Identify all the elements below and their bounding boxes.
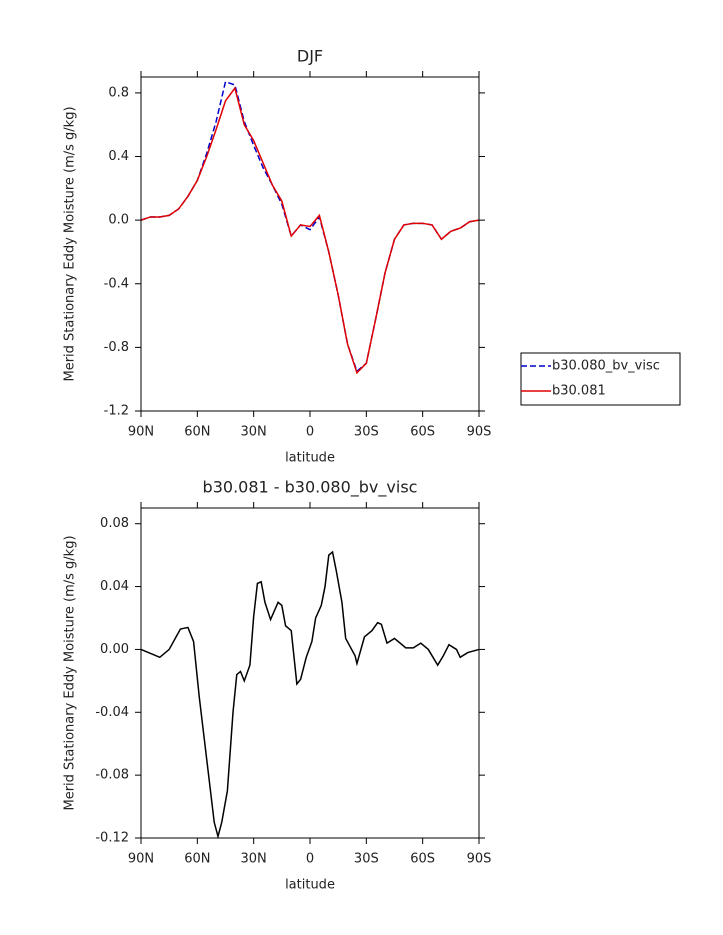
data-line	[140, 86, 480, 375]
plot-frame	[140, 76, 480, 412]
legend-label: b30.080_bv_visc	[552, 359, 660, 374]
x-tick-label: 30N	[241, 425, 267, 440]
y-tick-label: 0.08	[100, 516, 129, 531]
y-tick-label: -0.4	[104, 276, 129, 291]
x-tick-label: 30S	[354, 425, 379, 440]
x-tick-label: 0	[306, 852, 314, 867]
y-tick-label: -0.8	[104, 340, 129, 355]
y-tick-label: 0.4	[108, 149, 129, 164]
x-tick-label: 90S	[467, 425, 492, 440]
x-tick-label: 30S	[354, 852, 379, 867]
y-axis-label: Merid Stationary Eddy Moisture (m/s g/kg…	[63, 535, 78, 810]
y-tick-label: -0.08	[95, 768, 129, 783]
y-tick-label: 0.8	[108, 85, 129, 100]
y-tick-label: -1.2	[104, 404, 129, 419]
y-axis-label: Merid Stationary Eddy Moisture (m/s g/kg…	[63, 106, 78, 381]
data-line	[140, 550, 480, 840]
legend-label: b30.081	[552, 384, 606, 399]
x-tick-label: 0	[306, 425, 314, 440]
y-tick-label: 0.00	[100, 642, 129, 657]
x-tick-label: 60S	[410, 852, 435, 867]
x-tick-label: 60N	[184, 425, 210, 440]
x-axis-label: latitude	[285, 451, 335, 466]
chart-title: b30.081 - b30.080_bv_visc	[203, 478, 418, 498]
x-tick-label: 90S	[467, 852, 492, 867]
x-tick-label: 60N	[184, 852, 210, 867]
x-tick-label: 90N	[128, 425, 154, 440]
legend-box	[520, 352, 681, 406]
y-tick-label: 0.0	[108, 213, 129, 228]
y-tick-label: -0.12	[95, 831, 129, 846]
x-tick-label: 60S	[410, 425, 435, 440]
x-axis-label: latitude	[285, 878, 335, 893]
chart-title: DJF	[297, 47, 323, 66]
plot-frame	[140, 507, 480, 839]
x-tick-label: 90N	[128, 852, 154, 867]
x-tick-label: 30N	[241, 852, 267, 867]
y-tick-label: 0.04	[100, 579, 129, 594]
y-tick-label: -0.04	[95, 705, 129, 720]
